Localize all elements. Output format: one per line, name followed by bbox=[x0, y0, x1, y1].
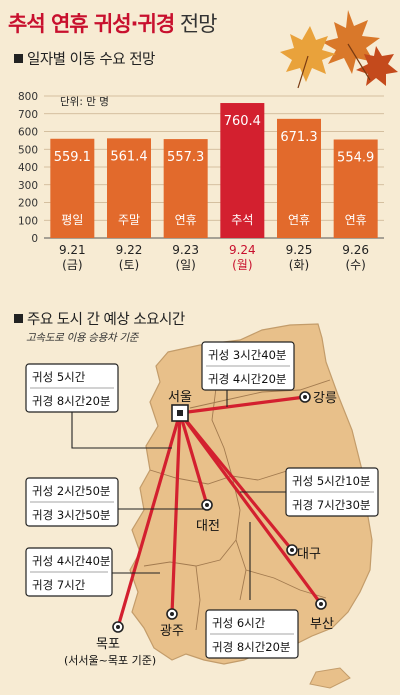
back-time-text: 귀경 3시간50분 bbox=[32, 508, 111, 522]
bar-value-label: 559.1 bbox=[54, 150, 91, 165]
y-tick-label: 400 bbox=[18, 162, 38, 174]
route-lines bbox=[116, 395, 323, 629]
unit-label: 단위: 만 명 bbox=[60, 95, 109, 108]
x-date-label: 9.23 bbox=[172, 243, 199, 257]
y-tick-label: 100 bbox=[18, 215, 38, 227]
bar-value-label: 671.3 bbox=[280, 130, 317, 145]
x-day-label: (토) bbox=[119, 258, 139, 272]
back-time-text: 귀경 8시간20분 bbox=[32, 394, 111, 408]
daily-demand-chart: 0 100 200 300 400 500 600 700 800 559.1 평일 9.21(금)… bbox=[18, 91, 384, 272]
y-tick-label: 800 bbox=[18, 91, 38, 103]
city-gangneung: 강릉 bbox=[313, 391, 337, 406]
go-time-text: 귀성 3시간40분 bbox=[208, 348, 287, 362]
square-bullet-icon bbox=[14, 54, 23, 63]
y-tick-label: 0 bbox=[31, 233, 38, 245]
route-seoul-mokpo bbox=[116, 411, 182, 629]
bar-value-label: 561.4 bbox=[110, 149, 147, 164]
x-date-label: 9.25 bbox=[286, 243, 313, 257]
map-basis-note: 고속도로 이용 승용차 기준 bbox=[26, 332, 139, 344]
back-time-text: 귀경 7시간 bbox=[32, 578, 86, 592]
bar bbox=[107, 138, 151, 238]
x-date-label: 9.22 bbox=[116, 243, 143, 257]
x-day-label: (금) bbox=[62, 258, 82, 272]
bar-value-label: 557.3 bbox=[167, 150, 204, 165]
x-day-label: (일) bbox=[175, 258, 195, 272]
x-date-label: 9.21 bbox=[59, 243, 86, 257]
page-title: 추석 연휴 귀성·귀경 전망 bbox=[8, 8, 218, 38]
section-daily-heading: 일자별 이동 수요 전망 bbox=[14, 48, 155, 69]
bar-value-label: 760.4 bbox=[224, 114, 261, 129]
bar bbox=[333, 139, 378, 238]
leader-lines bbox=[71, 390, 288, 600]
maple-leaves-icon bbox=[280, 10, 398, 89]
go-time-text: 귀성 5시간10분 bbox=[292, 474, 371, 488]
go-time-text: 귀성 5시간 bbox=[32, 370, 86, 384]
route-seoul-gwangju bbox=[170, 411, 182, 616]
section-travel-label: 주요 도시 간 예상 소요시간 bbox=[27, 312, 185, 328]
y-tick-label: 200 bbox=[18, 198, 38, 210]
city-daejeon: 대전 bbox=[196, 519, 220, 534]
bar-inner-label: 주말 bbox=[118, 213, 140, 227]
back-time-text: 귀경 4시간20분 bbox=[208, 372, 287, 386]
route-seoul-busan bbox=[178, 411, 323, 606]
back-time-text: 귀경 8시간20분 bbox=[212, 640, 291, 654]
title-rest: 전망 bbox=[174, 12, 218, 36]
bar-value-label: 554.9 bbox=[337, 151, 374, 166]
jeju-island-shape bbox=[309, 667, 351, 689]
y-tick-label: 500 bbox=[18, 144, 38, 156]
mokpo-basis-note: (서서울~목포 기준) bbox=[64, 654, 156, 667]
bar bbox=[50, 138, 95, 238]
x-date-label: 9.26 bbox=[342, 243, 369, 257]
x-day-label: (화) bbox=[289, 258, 309, 272]
city-gwangju: 광주 bbox=[160, 624, 184, 639]
go-time-text: 귀성 4시간40분 bbox=[32, 554, 111, 568]
bar bbox=[220, 103, 265, 239]
section-travel-heading: 주요 도시 간 예상 소요시간 bbox=[14, 308, 185, 329]
bar-inner-label: 연휴 bbox=[175, 213, 197, 227]
y-tick-label: 700 bbox=[18, 109, 38, 121]
bar-inner-label: 평일 bbox=[61, 213, 83, 227]
x-day-label: (수) bbox=[345, 258, 365, 272]
bar-inner-label: 연휴 bbox=[345, 213, 367, 227]
y-tick-label: 300 bbox=[18, 180, 38, 192]
route-seoul-daejeon bbox=[178, 411, 209, 507]
city-daegu: 대구 bbox=[297, 547, 321, 562]
city-seoul: 서울 bbox=[168, 390, 192, 405]
x-day-label: (월) bbox=[232, 258, 252, 272]
city-mokpo: 목포 bbox=[96, 637, 120, 652]
city-markers bbox=[112, 391, 327, 633]
route-seoul-gangneung bbox=[178, 395, 307, 415]
go-time-text: 귀성 6시간 bbox=[212, 616, 266, 630]
y-tick-label: 600 bbox=[18, 127, 38, 139]
square-bullet-icon bbox=[14, 314, 23, 323]
section-daily-label: 일자별 이동 수요 전망 bbox=[27, 52, 155, 68]
bar-inner-label: 추석 bbox=[231, 213, 253, 227]
city-busan: 부산 bbox=[310, 617, 334, 632]
bar bbox=[163, 139, 208, 238]
x-date-label: 9.24 bbox=[229, 243, 256, 257]
title-accent: 추석 연휴 귀성·귀경 bbox=[8, 12, 175, 36]
bar bbox=[277, 118, 321, 238]
go-time-text: 귀성 2시간50분 bbox=[32, 484, 111, 498]
bar-inner-label: 연휴 bbox=[288, 213, 310, 227]
back-time-text: 귀경 7시간30분 bbox=[292, 498, 371, 512]
